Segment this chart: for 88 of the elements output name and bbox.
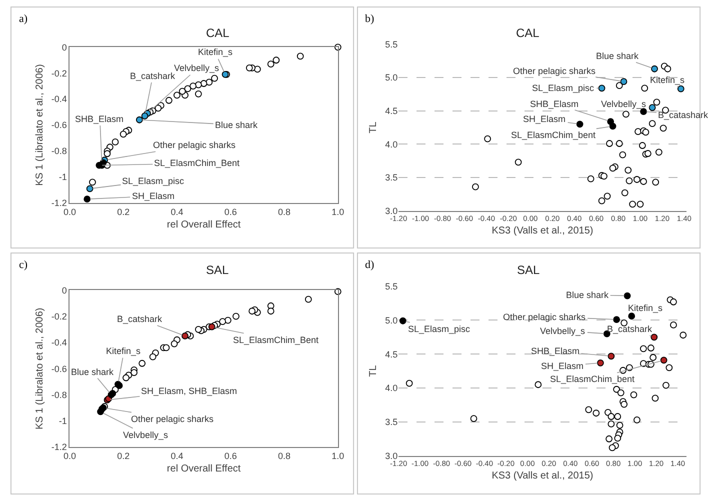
y-tick-label: 0: [62, 285, 67, 296]
y-tick-label: 4.5: [385, 349, 398, 360]
annotation: Blue shark: [566, 290, 610, 300]
annotation: SL_ElasmChim_bent: [550, 374, 636, 384]
x-tick-label: 0.0: [63, 206, 76, 217]
y-tick-label: -0.8: [51, 146, 67, 156]
x-tick-label: 0.4: [170, 450, 184, 461]
y-tick-label: 0: [62, 42, 67, 52]
annotation: SL_ElasmChim_Bent: [233, 335, 320, 345]
chart-title: CAL: [516, 26, 540, 40]
annotation: Other pelagic sharks: [153, 140, 236, 150]
text: d): [365, 259, 374, 271]
annotation: SL_Elasm_pisc: [408, 324, 471, 334]
annotation: Kitefin_s: [650, 75, 686, 85]
chart-title: SAL: [206, 263, 230, 277]
y-tick-label: 3.5: [385, 172, 398, 183]
annotation: Kitefin_s: [198, 47, 234, 57]
annotation: Other pelagic sharks: [503, 312, 586, 322]
x-tick-label: 0.4: [170, 206, 184, 217]
y-tick-label: 3.0: [385, 450, 398, 461]
annotation: Velvbelly_s: [123, 430, 169, 440]
y-tick-label: -0.6: [51, 120, 67, 130]
annotation: Velvbelly_s: [601, 99, 647, 109]
annotation: SHB_Elasm: [531, 346, 580, 356]
x-tick-label: 0.0: [63, 450, 76, 461]
y-axis-title: TL: [368, 121, 380, 134]
y-tick-label: 5.5: [385, 39, 398, 50]
annotation: Blue shark: [215, 120, 258, 130]
y-tick-label: 3.0: [385, 206, 398, 216]
y-tick-label: -1.2: [51, 442, 67, 452]
x-axis-title: rel Overall Effect: [166, 463, 241, 474]
x-tick-label: 1.0: [332, 450, 344, 461]
annotation: Velvbelly_s: [174, 63, 220, 73]
x-axis-title: KS3 (Valls et al., 2015): [492, 225, 594, 236]
annotation: SH_Elasm, SHB_Elasm: [141, 386, 238, 396]
y-tick-label: -1: [58, 172, 67, 182]
y-tick-label: 4.5: [385, 106, 398, 116]
annotation: Blue shark: [596, 51, 640, 61]
annotation: B_catashark: [658, 110, 709, 120]
annotation: Other pelagic sharks: [513, 66, 596, 76]
x-tick-label: 0.2: [117, 206, 130, 217]
y-tick-label: 3.5: [385, 417, 398, 428]
annotation: SL_Elasm_pisc: [122, 176, 185, 186]
annotation: SL_Elasm_pisc: [532, 83, 595, 93]
annotation: Other pelagic sharks: [131, 414, 214, 424]
chart-title: CAL: [206, 26, 230, 40]
annotation: Kitefin_s: [106, 346, 142, 356]
annotation: Kitefin_s: [628, 303, 664, 313]
y-tick-label: -1: [58, 416, 67, 426]
annotation: SH_Elasm: [541, 361, 584, 371]
annotation: SHB_Elasm: [530, 99, 579, 109]
x-tick-label: 0.6: [224, 450, 237, 461]
annotation: B_catshark: [607, 324, 653, 334]
text: b): [365, 13, 374, 25]
annotation: SH_Elasm: [132, 191, 175, 201]
y-tick-label: 4.0: [385, 383, 398, 394]
y-tick-label: -0.2: [51, 68, 67, 78]
text: c): [19, 259, 28, 271]
x-tick-label: 0.8: [278, 206, 291, 217]
y-tick-label: 5.0: [385, 315, 398, 326]
annotation: SL_ElasmChim_Bent: [154, 158, 240, 168]
text: a): [19, 13, 28, 25]
annotation: Blue shark: [71, 367, 114, 377]
annotation: B_catshark: [130, 71, 176, 81]
annotation: B_catshark: [117, 314, 163, 324]
annotation: SHB_Elasm: [75, 114, 124, 124]
x-tick-label: 0.2: [117, 450, 130, 461]
annotation: SH_Elasm: [523, 114, 566, 124]
x-axis-title: KS3 (Valls et al., 2015): [492, 470, 594, 482]
y-tick-label: -0.4: [51, 94, 67, 104]
y-tick-label: 5.0: [385, 72, 398, 83]
y-axis-title: KS 1 (Libralato et al., 2006): [34, 64, 46, 186]
y-tick-label: 5.5: [385, 281, 398, 292]
y-axis-title: KS 1 (Libralato et al., 2006): [34, 308, 46, 430]
x-tick-label: 0.8: [278, 450, 291, 461]
y-tick-label: -0.6: [51, 364, 67, 374]
annotation: Velvbelly_s: [540, 326, 586, 336]
y-axis-title: TL: [368, 364, 380, 377]
y-tick-label: -0.8: [51, 390, 67, 400]
y-tick-label: -0.4: [51, 338, 67, 348]
annotation: SL_ElasmChim_bent: [511, 130, 596, 140]
y-tick-label: -1.2: [51, 198, 67, 208]
y-tick-label: 4.0: [385, 139, 398, 150]
chart-title: SAL: [517, 263, 540, 277]
x-tick-label: 1.0: [332, 206, 344, 217]
y-tick-label: -0.2: [51, 311, 67, 322]
x-tick-label: 0.6: [224, 206, 237, 217]
x-axis-title: rel Overall Effect: [166, 219, 241, 230]
